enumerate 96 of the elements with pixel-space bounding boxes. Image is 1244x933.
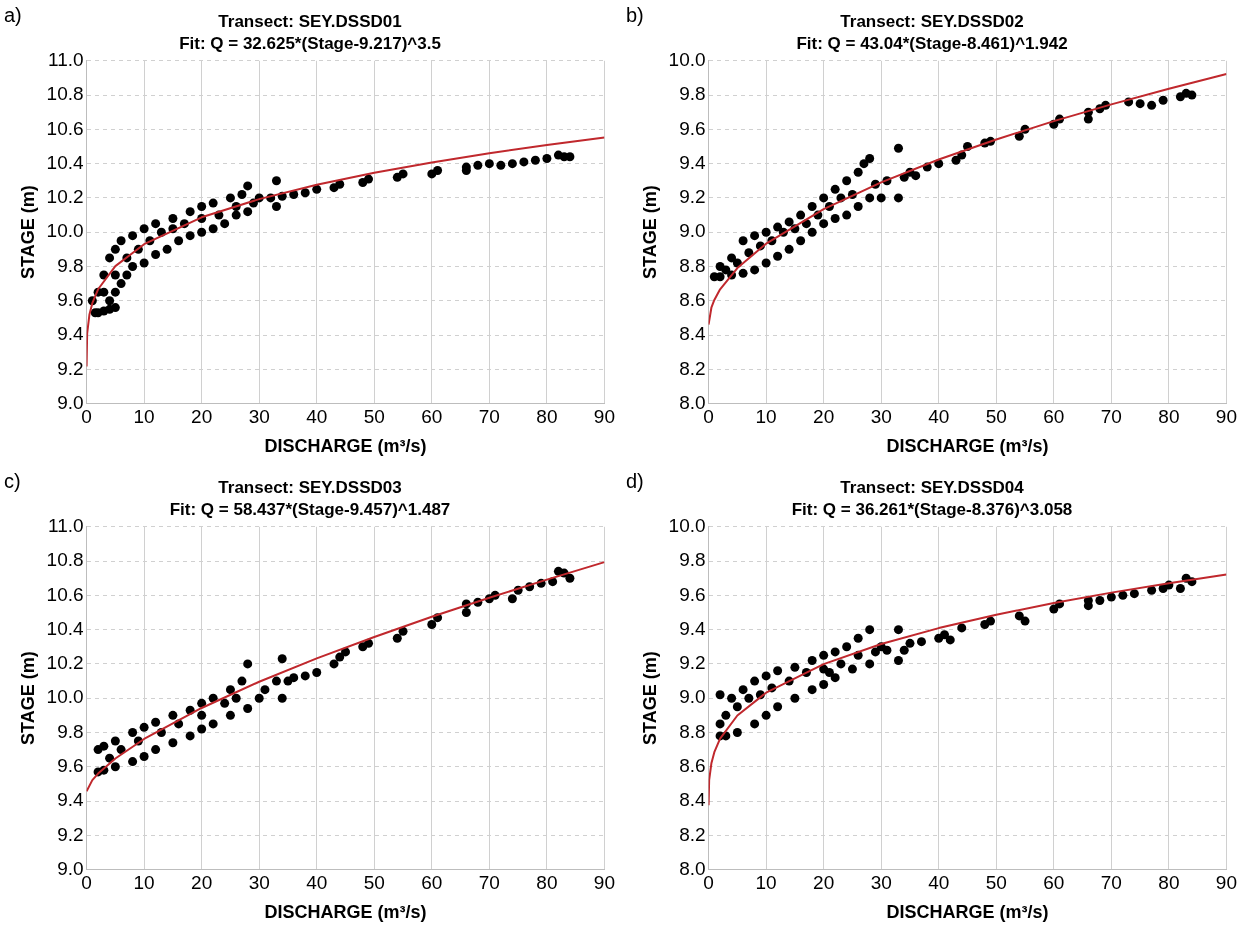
x-tick-label: 50 (363, 406, 385, 428)
y-tick-label: 9.0 (679, 686, 706, 708)
x-axis-title: DISCHARGE (m³/s) (886, 902, 1049, 923)
y-tick-label: 9.8 (679, 83, 706, 105)
y-tick-label: 10.6 (46, 583, 84, 605)
chart-subtitle: Fit: Q = 32.625*(Stage-9.217)^3.5 (179, 34, 441, 54)
x-tick-label: 30 (248, 872, 270, 894)
y-tick-label: 10.0 (46, 686, 84, 708)
y-tick-label: 8.2 (679, 823, 706, 845)
x-axis-title: DISCHARGE (m³/s) (886, 436, 1049, 457)
x-tick-label: 70 (1100, 406, 1122, 428)
y-tick-label: 9.2 (679, 652, 706, 674)
x-tick-label: 50 (985, 872, 1007, 894)
x-tick-label: 60 (421, 872, 443, 894)
x-tick-label: 40 (928, 872, 950, 894)
x-tick-label: 90 (593, 406, 615, 428)
chart-subtitle: Fit: Q = 58.437*(Stage-9.457)^1.487 (169, 500, 451, 520)
y-tick-label: 10.6 (46, 117, 84, 139)
y-axis-title: STAGE (m) (639, 651, 660, 746)
y-tick-label: 10.2 (46, 652, 84, 674)
x-tick-label: 10 (755, 406, 777, 428)
x-tick-label: 30 (870, 872, 892, 894)
y-tick-label: 9.2 (57, 357, 84, 379)
y-tick-label: 9.8 (57, 720, 84, 742)
y-tick-label: 10.0 (46, 220, 84, 242)
text: c) (4, 470, 21, 493)
x-tick-label: 80 (1158, 872, 1180, 894)
x-tick-label: 90 (593, 872, 615, 894)
text: a) (4, 4, 22, 27)
y-tick-label: 9.8 (679, 549, 706, 571)
y-tick-label: 10.0 (668, 515, 706, 537)
x-tick-label: 40 (928, 406, 950, 428)
y-axis-title: STAGE (m) (639, 185, 660, 280)
y-tick-label: 9.2 (679, 186, 706, 208)
chart-title: Transect: SEY.DSSD04 (840, 477, 1025, 497)
y-tick-label: 9.6 (679, 583, 706, 605)
x-tick-label: 50 (363, 872, 385, 894)
x-tick-label: 60 (421, 406, 443, 428)
chart-subtitle: Fit: Q = 43.04*(Stage-8.461)^1.942 (796, 34, 1068, 54)
x-tick-label: 50 (985, 406, 1007, 428)
y-tick-label: 10.4 (46, 617, 85, 639)
y-tick-label: 9.4 (57, 323, 84, 345)
chart-title: Transect: SEY.DSSD02 (840, 11, 1024, 31)
x-tick-label: 20 (813, 872, 835, 894)
y-tick-label: 9.6 (57, 754, 84, 776)
y-tick-label: 11.0 (48, 49, 84, 71)
y-tick-label: 9.4 (679, 617, 706, 639)
text: b) (626, 4, 644, 27)
y-tick-label: 8.6 (679, 754, 706, 776)
y-tick-label: 9.8 (57, 254, 84, 276)
x-tick-label: 30 (870, 406, 892, 428)
y-axis-title: STAGE (m) (17, 651, 38, 746)
x-axis-title: DISCHARGE (m³/s) (264, 436, 427, 457)
x-tick-label: 60 (1043, 872, 1065, 894)
x-axis-title: DISCHARGE (m³/s) (264, 902, 427, 923)
x-tick-label: 40 (306, 872, 328, 894)
x-tick-label: 70 (478, 406, 500, 428)
x-tick-label: 30 (248, 406, 270, 428)
chart-subtitle: Fit: Q = 36.261*(Stage-8.376)^3.058 (791, 500, 1073, 520)
y-tick-label: 8.4 (679, 323, 706, 345)
y-tick-label: 8.6 (679, 288, 706, 310)
x-tick-label: 80 (1158, 406, 1180, 428)
y-tick-label: 8.2 (679, 357, 706, 379)
x-tick-label: 20 (813, 406, 835, 428)
y-tick-label: 10.2 (46, 186, 84, 208)
y-tick-label: 8.8 (679, 720, 706, 742)
y-tick-label: 9.6 (679, 117, 706, 139)
y-tick-label: 8.4 (679, 789, 706, 811)
x-tick-label: 80 (536, 872, 558, 894)
x-tick-label: 20 (191, 406, 213, 428)
y-tick-label: 10.4 (46, 151, 85, 173)
y-tick-label: 9.6 (57, 288, 84, 310)
y-tick-label: 9.4 (679, 151, 706, 173)
y-tick-label: 11.0 (48, 515, 84, 537)
y-tick-label: 9.2 (57, 823, 84, 845)
x-tick-label: 10 (133, 406, 155, 428)
x-tick-label: 90 (1215, 406, 1237, 428)
y-tick-label: 9.0 (679, 220, 706, 242)
y-tick-label: 8.8 (679, 254, 706, 276)
y-tick-label: 9.4 (57, 789, 84, 811)
x-tick-label: 10 (755, 872, 777, 894)
x-tick-label: 90 (1215, 872, 1237, 894)
x-tick-label: 70 (478, 872, 500, 894)
y-tick-label: 10.0 (668, 49, 706, 71)
x-tick-label: 20 (191, 872, 213, 894)
x-tick-label: 80 (536, 406, 558, 428)
x-tick-label: 10 (133, 872, 155, 894)
chart-title: Transect: SEY.DSSD01 (218, 11, 402, 31)
y-axis-title: STAGE (m) (17, 185, 38, 280)
y-tick-label: 10.8 (46, 549, 84, 571)
chart-title: Transect: SEY.DSSD03 (218, 477, 402, 497)
x-tick-label: 60 (1043, 406, 1065, 428)
text: d) (626, 470, 644, 493)
x-tick-label: 40 (306, 406, 328, 428)
x-tick-label: 70 (1100, 872, 1122, 894)
y-tick-label: 10.8 (46, 83, 84, 105)
